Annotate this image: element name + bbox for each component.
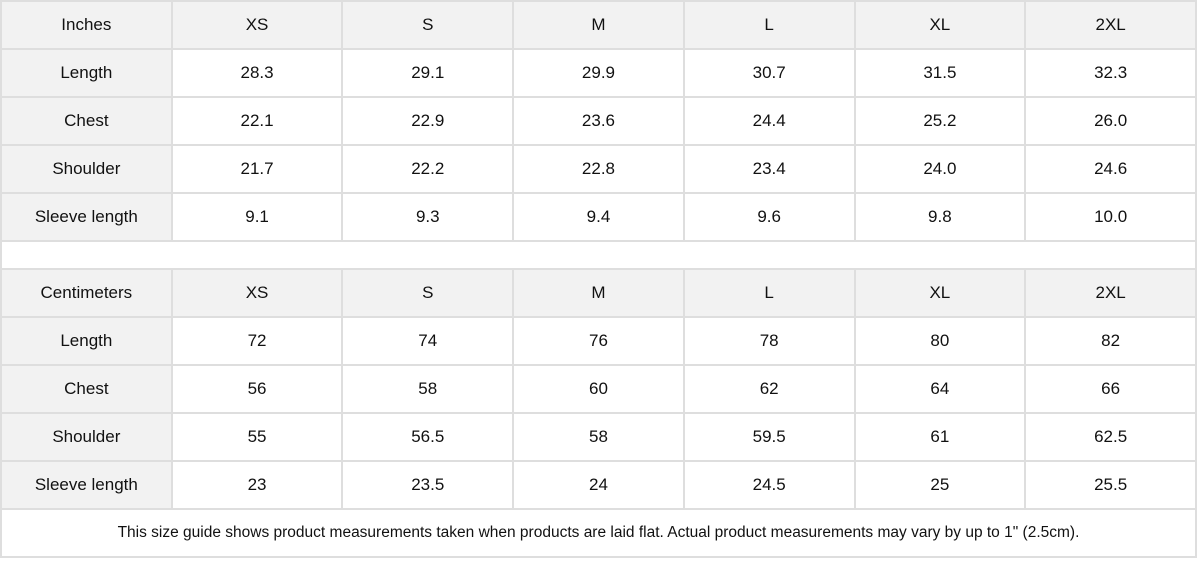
measurement-cell: 32.3 (1024, 48, 1197, 98)
measurement-cell: 22.9 (341, 96, 515, 146)
measurement-cell: 10.0 (1024, 192, 1197, 242)
size-header: L (682, 0, 856, 50)
size-header: XS (170, 0, 344, 50)
measurement-cell: 25 (853, 460, 1027, 510)
measurement-cell: 24.4 (682, 96, 856, 146)
measurement-cell: 30.7 (682, 48, 856, 98)
spacer-row (0, 240, 1197, 270)
unit-header: Inches (0, 0, 173, 50)
measurement-cell: 24 (512, 460, 685, 510)
table-row: Sleeve length 23 23.5 24 24.5 25 25.5 (0, 460, 1197, 510)
measurement-cell: 60 (512, 364, 685, 414)
measurement-cell: 82 (1024, 316, 1197, 366)
size-header: S (341, 268, 515, 318)
measurement-cell: 78 (682, 316, 856, 366)
table-row: Chest 56 58 60 62 64 66 (0, 364, 1197, 414)
measurement-cell: 28.3 (170, 48, 344, 98)
measurement-cell: 22.8 (512, 144, 685, 194)
table-row: Sleeve length 9.1 9.3 9.4 9.6 9.8 10.0 (0, 192, 1197, 242)
measurement-cell: 9.1 (170, 192, 344, 242)
size-header: 2XL (1024, 268, 1197, 318)
measurement-cell: 56.5 (341, 412, 515, 462)
measurement-cell: 74 (341, 316, 515, 366)
size-guide-note: This size guide shows product measuremen… (0, 508, 1197, 558)
measurement-cell: 22.1 (170, 96, 344, 146)
size-header: L (682, 268, 856, 318)
measurement-cell: 9.4 (512, 192, 685, 242)
measurement-cell: 25.5 (1024, 460, 1197, 510)
measurement-cell: 55 (170, 412, 344, 462)
measurement-cell: 9.6 (682, 192, 856, 242)
measurement-cell: 76 (512, 316, 685, 366)
measurement-cell: 80 (853, 316, 1027, 366)
size-header: XL (853, 0, 1027, 50)
measurement-cell: 25.2 (853, 96, 1027, 146)
header-row: Inches XS S M L XL 2XL (0, 0, 1197, 50)
unit-header: Centimeters (0, 268, 173, 318)
measurement-cell: 23 (170, 460, 344, 510)
measurement-cell: 62.5 (1024, 412, 1197, 462)
table-row: Shoulder 21.7 22.2 22.8 23.4 24.0 24.6 (0, 144, 1197, 194)
measurement-cell: 62 (682, 364, 856, 414)
measurement-cell: 66 (1024, 364, 1197, 414)
row-label: Length (0, 316, 173, 366)
measurement-cell: 29.1 (341, 48, 515, 98)
measurement-cell: 23.4 (682, 144, 856, 194)
spacer-cell (0, 240, 1197, 270)
size-header: M (512, 0, 685, 50)
measurement-cell: 59.5 (682, 412, 856, 462)
row-label: Shoulder (0, 412, 173, 462)
row-label: Sleeve length (0, 460, 173, 510)
measurement-cell: 58 (512, 412, 685, 462)
table-row: Chest 22.1 22.9 23.6 24.4 25.2 26.0 (0, 96, 1197, 146)
measurement-cell: 58 (341, 364, 515, 414)
measurement-cell: 64 (853, 364, 1027, 414)
measurement-cell: 61 (853, 412, 1027, 462)
size-guide-table: Inches XS S M L XL 2XL Length 28.3 29.1 29.9 30.7 31… (0, 0, 1197, 558)
row-label: Length (0, 48, 173, 98)
measurement-cell: 23.6 (512, 96, 685, 146)
table-row: Length 72 74 76 78 80 82 (0, 316, 1197, 366)
table-row: Length 28.3 29.1 29.9 30.7 31.5 32.3 (0, 48, 1197, 98)
size-header: 2XL (1024, 0, 1197, 50)
measurement-cell: 29.9 (512, 48, 685, 98)
measurement-cell: 24.5 (682, 460, 856, 510)
measurement-cell: 22.2 (341, 144, 515, 194)
measurement-cell: 23.5 (341, 460, 515, 510)
row-label: Chest (0, 364, 173, 414)
row-label: Sleeve length (0, 192, 173, 242)
size-header: XS (170, 268, 344, 318)
measurement-cell: 9.8 (853, 192, 1027, 242)
measurement-cell: 31.5 (853, 48, 1027, 98)
measurement-cell: 26.0 (1024, 96, 1197, 146)
table-row: Shoulder 55 56.5 58 59.5 61 62.5 (0, 412, 1197, 462)
measurement-cell: 72 (170, 316, 344, 366)
header-row: Centimeters XS S M L XL 2XL (0, 268, 1197, 318)
size-header: M (512, 268, 685, 318)
measurement-cell: 9.3 (341, 192, 515, 242)
measurement-cell: 21.7 (170, 144, 344, 194)
row-label: Chest (0, 96, 173, 146)
note-row: This size guide shows product measuremen… (0, 508, 1197, 558)
size-header: S (341, 0, 515, 50)
measurement-cell: 24.6 (1024, 144, 1197, 194)
measurement-cell: 56 (170, 364, 344, 414)
row-label: Shoulder (0, 144, 173, 194)
measurement-cell: 24.0 (853, 144, 1027, 194)
size-header: XL (853, 268, 1027, 318)
